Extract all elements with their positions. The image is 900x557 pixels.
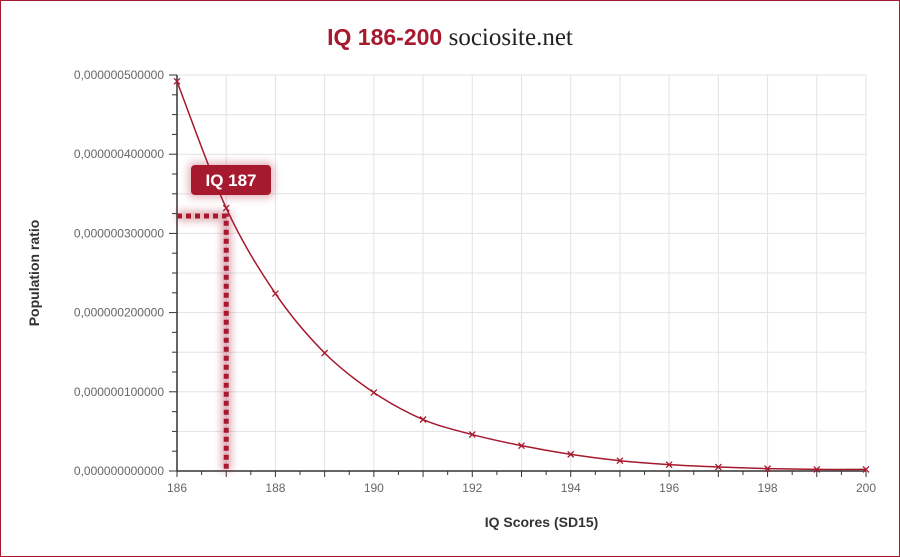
data-point (468, 431, 476, 439)
axes (169, 74, 867, 477)
highlight-guide-line (177, 213, 229, 471)
data-point (665, 461, 673, 469)
highlight-guide-glow (177, 210, 232, 471)
highlight-badge-box (191, 165, 271, 195)
x-tick-label: 198 (758, 481, 778, 495)
y-tick-label: 0,000000300000 (74, 226, 164, 240)
x-tick-label: 186 (167, 481, 187, 495)
series (173, 77, 870, 473)
chart-title: IQ 186-200 sociosite.net (0, 22, 900, 53)
data-point (419, 416, 427, 423)
y-tick-label: 0,000000100000 (74, 385, 164, 399)
y-tick-label: 0,000000000000 (74, 464, 164, 478)
title-accent: IQ 186-200 (327, 24, 443, 50)
data-point (271, 290, 279, 298)
highlight-guides (177, 210, 232, 471)
data-point (173, 77, 181, 85)
y-tick-label: 0,000000200000 (74, 306, 164, 320)
y-axis-title: Population ratio (26, 220, 42, 327)
x-tick-label: 188 (265, 481, 285, 495)
x-tick-label: 192 (462, 481, 482, 495)
data-point (222, 204, 230, 212)
data-point (518, 442, 525, 450)
x-axis-title: IQ Scores (SD15) (485, 514, 599, 530)
data-point (616, 457, 624, 465)
data-point (714, 463, 722, 471)
data-point (370, 389, 378, 397)
tick-labels: 0,000000000000 0,000000100000 0,0000002000… (26, 68, 876, 530)
series-line (176, 81, 867, 471)
grid (176, 74, 867, 472)
highlight-badge: IQ 187 (188, 162, 274, 198)
data-point (321, 349, 329, 357)
x-tick-label: 200 (856, 481, 876, 495)
y-tick-label: 0,000000400000 (74, 147, 164, 161)
highlight-badge-label: IQ 187 (205, 171, 256, 190)
data-point (862, 465, 870, 473)
data-point (567, 450, 575, 458)
x-tick-label: 190 (364, 481, 384, 495)
x-tick-label: 196 (659, 481, 679, 495)
y-tick-label: 0,000000500000 (74, 68, 164, 82)
x-tick-label: 194 (561, 481, 581, 495)
title-site: sociosite.net (448, 24, 573, 51)
data-point (764, 465, 772, 473)
data-point (813, 465, 821, 473)
